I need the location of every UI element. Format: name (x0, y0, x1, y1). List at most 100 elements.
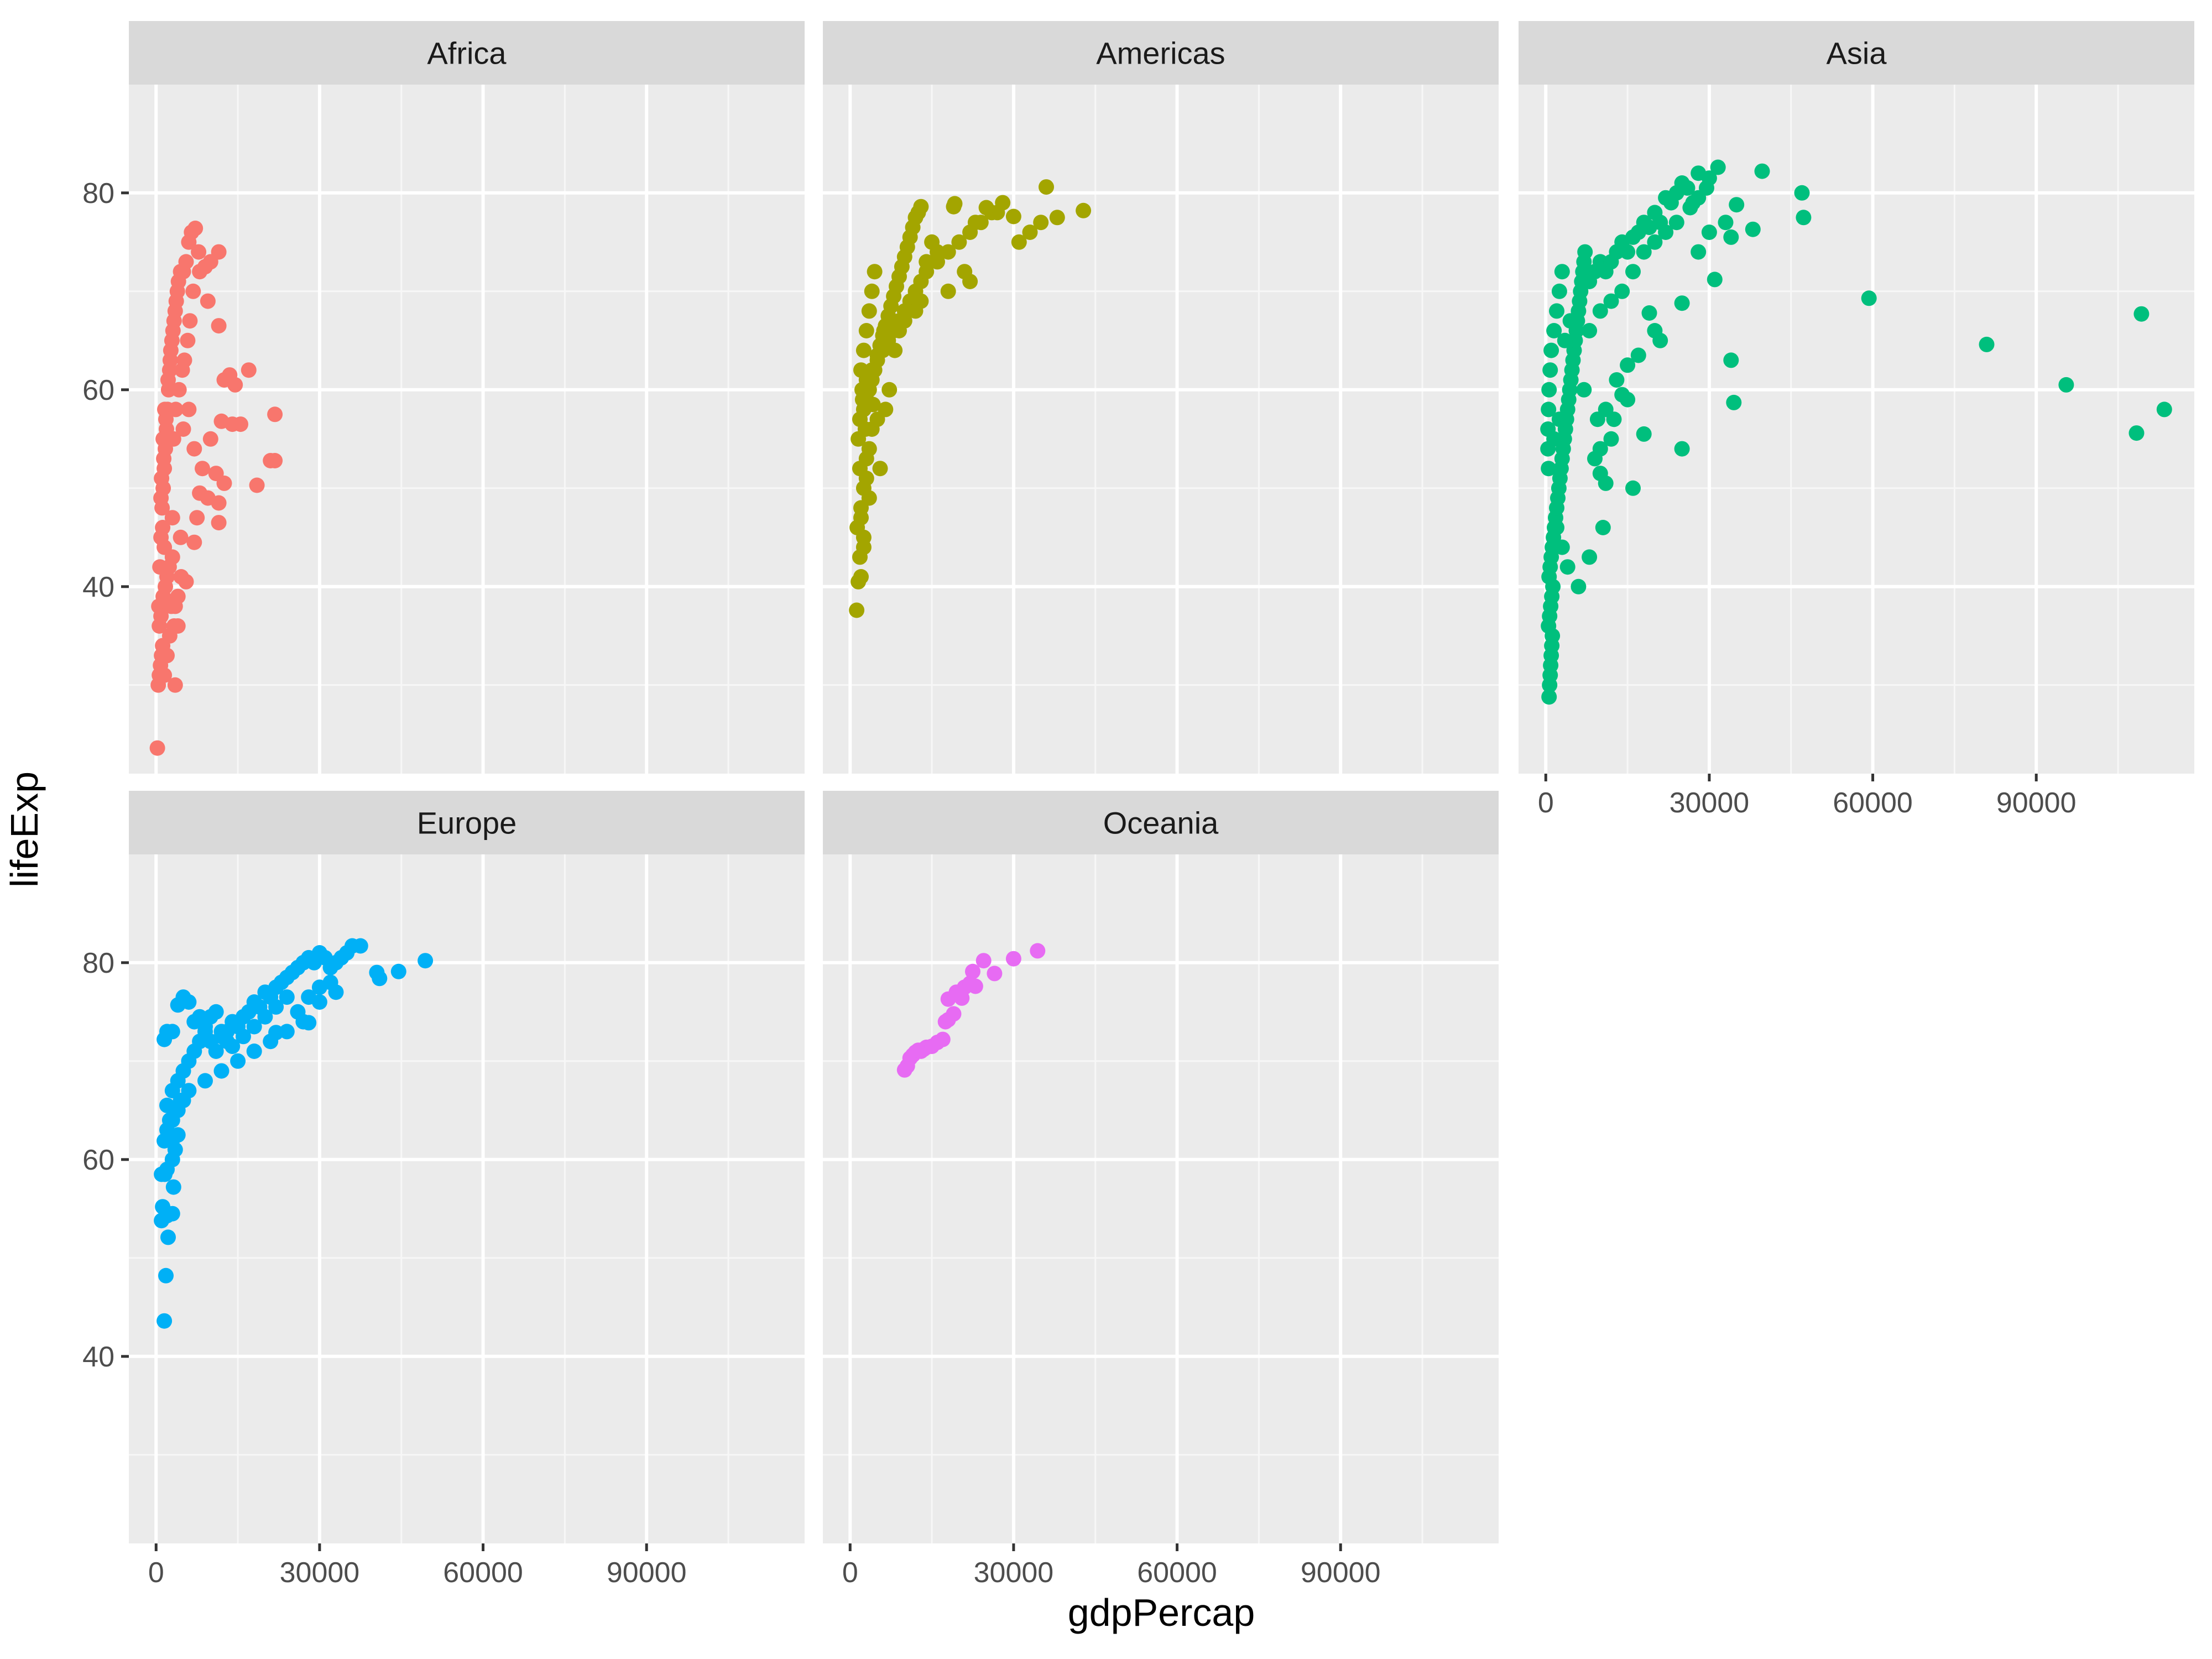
data-point (159, 1122, 175, 1138)
data-point (157, 401, 173, 418)
data-point (1587, 451, 1603, 467)
data-point (867, 362, 883, 378)
strip-label: Africa (427, 36, 507, 71)
x-tick-label: 60000 (443, 1557, 523, 1589)
data-point (1005, 951, 1021, 967)
data-point (1609, 372, 1625, 388)
data-point (1076, 202, 1092, 218)
x-tick-label: 30000 (974, 1557, 1054, 1589)
data-point (290, 1004, 306, 1020)
data-point (1554, 539, 1570, 555)
data-point (1606, 411, 1622, 427)
data-point (164, 1024, 180, 1040)
data-point (1796, 210, 1812, 226)
data-point (159, 648, 175, 664)
data-point (1551, 411, 1567, 427)
data-point (1718, 215, 1734, 231)
data-point (930, 244, 945, 260)
data-point (891, 323, 907, 338)
data-point (322, 974, 338, 990)
data-point (876, 323, 892, 338)
data-point (1549, 303, 1564, 319)
data-point (267, 406, 283, 422)
data-point (1636, 244, 1652, 260)
data-point (947, 196, 963, 212)
data-point (257, 1009, 273, 1025)
data-point (1754, 163, 1770, 179)
data-point (182, 313, 198, 329)
data-point (180, 332, 196, 348)
data-point (852, 549, 868, 565)
data-point (919, 254, 935, 270)
data-point (1674, 441, 1690, 457)
data-point (887, 342, 903, 358)
data-point (268, 999, 284, 1015)
data-point (246, 1019, 262, 1035)
data-point (418, 953, 434, 969)
data-point (1562, 313, 1578, 329)
data-point (1861, 290, 1877, 306)
data-point (962, 274, 978, 289)
data-point (935, 1031, 951, 1047)
data-point (1541, 401, 1557, 418)
strip-label: Europe (417, 806, 517, 841)
x-tick-label: 30000 (1670, 787, 1750, 819)
y-tick-label: 80 (82, 178, 114, 210)
data-point (165, 1179, 181, 1195)
data-point (1603, 293, 1619, 309)
data-point (1559, 559, 1575, 575)
data-point (197, 1073, 213, 1089)
data-point (1005, 208, 1021, 225)
data-point (211, 244, 227, 260)
data-point (965, 963, 980, 979)
x-tick-label: 0 (1538, 787, 1554, 819)
data-point (913, 199, 929, 215)
data-point (241, 362, 257, 378)
data-point (191, 244, 207, 260)
data-point (164, 510, 180, 526)
data-point (878, 401, 894, 418)
data-point (853, 362, 869, 378)
data-point (162, 352, 178, 368)
data-point (1022, 225, 1038, 240)
data-point (1589, 411, 1605, 427)
data-point (1551, 283, 1567, 299)
data-point (1625, 264, 1641, 280)
data-point (2128, 425, 2145, 441)
data-point (160, 372, 176, 388)
data-point (1030, 943, 1046, 959)
data-point (858, 471, 874, 486)
y-axis-title: lifeExp (3, 771, 46, 888)
data-point (951, 234, 967, 250)
data-point (1546, 431, 1562, 447)
data-point (230, 1053, 246, 1069)
data-point (1794, 185, 1810, 201)
data-point (2058, 377, 2074, 393)
data-point (202, 431, 218, 447)
x-tick-label: 0 (842, 1557, 858, 1589)
data-point (865, 397, 881, 413)
data-point (149, 740, 165, 756)
data-point (1546, 323, 1562, 338)
data-point (1701, 225, 1717, 240)
y-tick-label: 60 (82, 374, 114, 406)
data-point (1541, 461, 1557, 477)
data-point (225, 1039, 241, 1055)
data-point (200, 293, 216, 309)
data-point (1576, 382, 1592, 398)
data-point (187, 220, 204, 236)
data-point (166, 618, 182, 634)
data-point (975, 953, 992, 969)
x-tick-label: 0 (148, 1557, 164, 1589)
data-point (301, 1015, 317, 1031)
data-point (1745, 221, 1761, 237)
data-point (940, 283, 956, 299)
data-point (1549, 520, 1564, 535)
data-point (390, 963, 406, 979)
data-point (853, 510, 869, 526)
data-point (279, 989, 295, 1005)
data-point (160, 1229, 176, 1245)
data-point (1691, 244, 1707, 260)
strip-label: Oceania (1103, 806, 1219, 841)
data-point (861, 441, 877, 457)
